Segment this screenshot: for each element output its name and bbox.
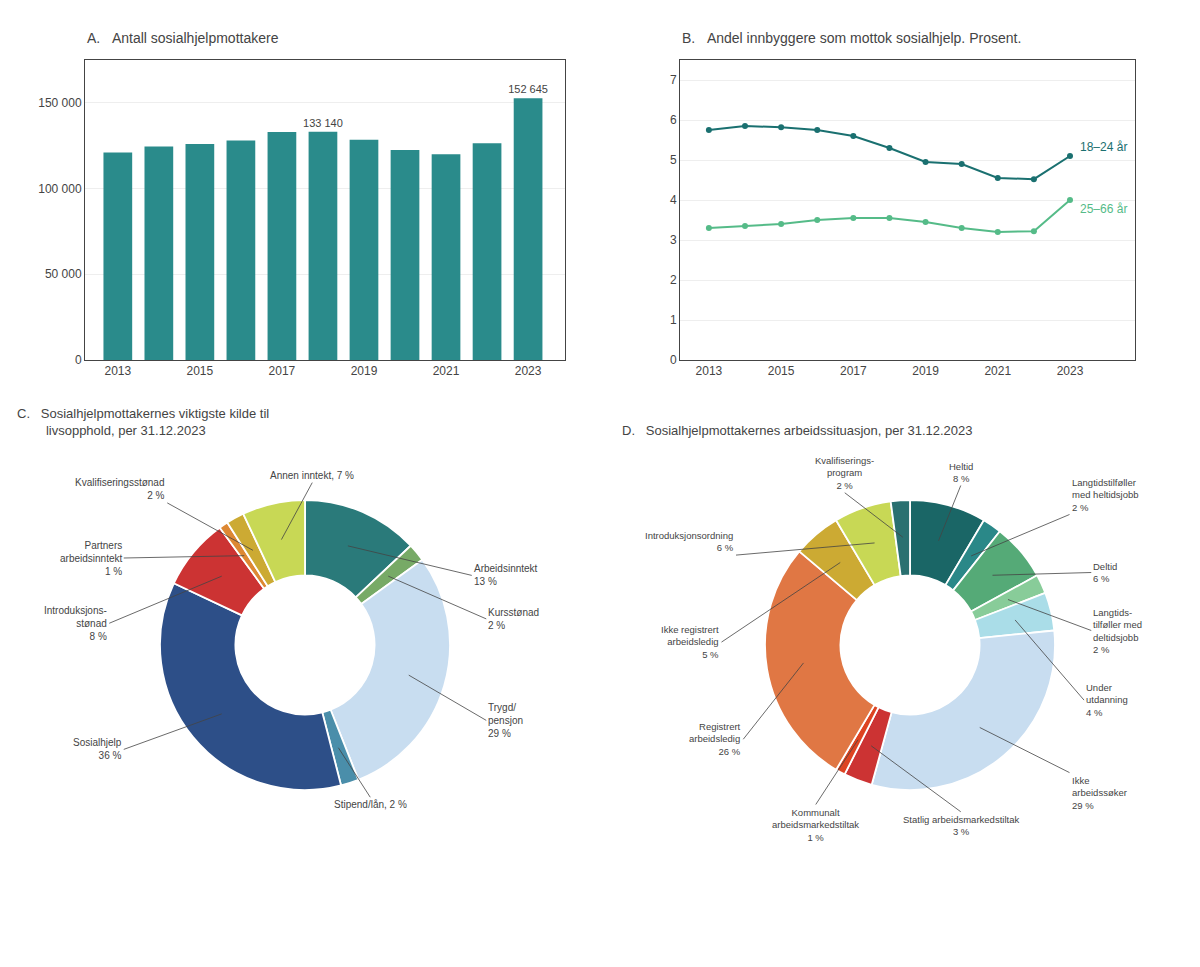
svg-text:Langtids-tilføller meddeltidsj: Langtids-tilføller meddeltidsjobb2 % (1093, 607, 1142, 655)
svg-text:2023: 2023 (1057, 364, 1084, 378)
svg-text:152 645: 152 645 (508, 83, 548, 95)
svg-text:5: 5 (670, 153, 677, 167)
svg-text:2015: 2015 (768, 364, 795, 378)
svg-text:Introduksjons-stønad8 %: Introduksjons-stønad8 % (44, 605, 107, 642)
svg-text:1: 1 (670, 313, 677, 327)
svg-text:2023: 2023 (515, 364, 542, 378)
svg-text:Deltid6 %: Deltid6 % (1093, 561, 1117, 584)
svg-text:25–66 år: 25–66 år (1080, 202, 1127, 216)
svg-text:2015: 2015 (187, 364, 214, 378)
svg-text:B. Andel innbyggere som mott: B. Andel innbyggere som mottok sosialhje… (682, 30, 1021, 46)
svg-text:6: 6 (670, 113, 677, 127)
svg-text:3: 3 (670, 233, 677, 247)
svg-text:A. Antall sosialhjelpmottake: A. Antall sosialhjelpmottakere (87, 30, 279, 46)
svg-text:0: 0 (75, 353, 82, 367)
svg-text:4: 4 (670, 193, 677, 207)
svg-text:Introduksjonsordning6 %: Introduksjonsordning6 % (645, 530, 734, 553)
svg-text:2021: 2021 (433, 364, 460, 378)
svg-text:18–24 år: 18–24 år (1080, 140, 1127, 154)
svg-text:2019: 2019 (912, 364, 939, 378)
svg-text:2: 2 (670, 273, 677, 287)
svg-text:Trygd/pensjon29 %: Trygd/pensjon29 % (488, 702, 523, 739)
svg-text:0: 0 (670, 353, 677, 367)
svg-text:2013: 2013 (104, 364, 131, 378)
svg-text:Ikke registrertarbeidsledig5 %: Ikke registrertarbeidsledig5 % (661, 624, 719, 660)
svg-text:Partnersarbeidsinntekt1 %: Partnersarbeidsinntekt1 % (60, 540, 122, 577)
svg-text:Langtidstilføllermed heltidsjo: Langtidstilføllermed heltidsjobb2 % (1072, 477, 1139, 513)
svg-text:Kvalifiserings-program2 %: Kvalifiserings-program2 % (815, 455, 874, 491)
svg-text:2017: 2017 (269, 364, 296, 378)
svg-text:133 140: 133 140 (303, 117, 343, 129)
svg-text:100 000: 100 000 (38, 182, 82, 196)
svg-text:2017: 2017 (840, 364, 867, 378)
svg-text:Heltid8 %: Heltid8 % (949, 461, 973, 484)
svg-text:7: 7 (670, 73, 677, 87)
svg-text:Arbeidsinntekt13 %: Arbeidsinntekt13 % (474, 563, 538, 587)
svg-text:2013: 2013 (696, 364, 723, 378)
svg-text:150 000: 150 000 (38, 96, 82, 110)
svg-text:Ikkearbeidssøker29 %: Ikkearbeidssøker29 % (1072, 775, 1127, 811)
svg-text:Kvalifiseringsstønad2 %: Kvalifiseringsstønad2 % (75, 477, 165, 501)
svg-text:C. Sosialhjelpmottakernes vi: C. Sosialhjelpmottakernes viktigste kild… (17, 406, 269, 438)
svg-text:Statlig arbeidsmarkedstiltak3: Statlig arbeidsmarkedstiltak3 % (903, 814, 1019, 837)
svg-text:Annen inntekt, 7 %: Annen inntekt, 7 % (270, 470, 354, 481)
svg-text:Kursstønad2 %: Kursstønad2 % (488, 607, 539, 631)
svg-text:Underutdanning4 %: Underutdanning4 % (1086, 682, 1128, 718)
svg-text:2019: 2019 (351, 364, 378, 378)
svg-text:D. Sosialhjelpmottakernes ar: D. Sosialhjelpmottakernes arbeidssituasj… (622, 423, 973, 438)
svg-text:Stipend/lån, 2 %: Stipend/lån, 2 % (334, 799, 407, 810)
svg-text:Kommunaltarbeidsmarkedstiltak1: Kommunaltarbeidsmarkedstiltak1 % (772, 807, 859, 843)
svg-text:2021: 2021 (984, 364, 1011, 378)
svg-text:Sosialhjelp36 %: Sosialhjelp36 % (73, 737, 122, 761)
svg-text:50 000: 50 000 (45, 267, 82, 281)
svg-text:Registrertarbeidsledig26 %: Registrertarbeidsledig26 % (689, 721, 741, 757)
